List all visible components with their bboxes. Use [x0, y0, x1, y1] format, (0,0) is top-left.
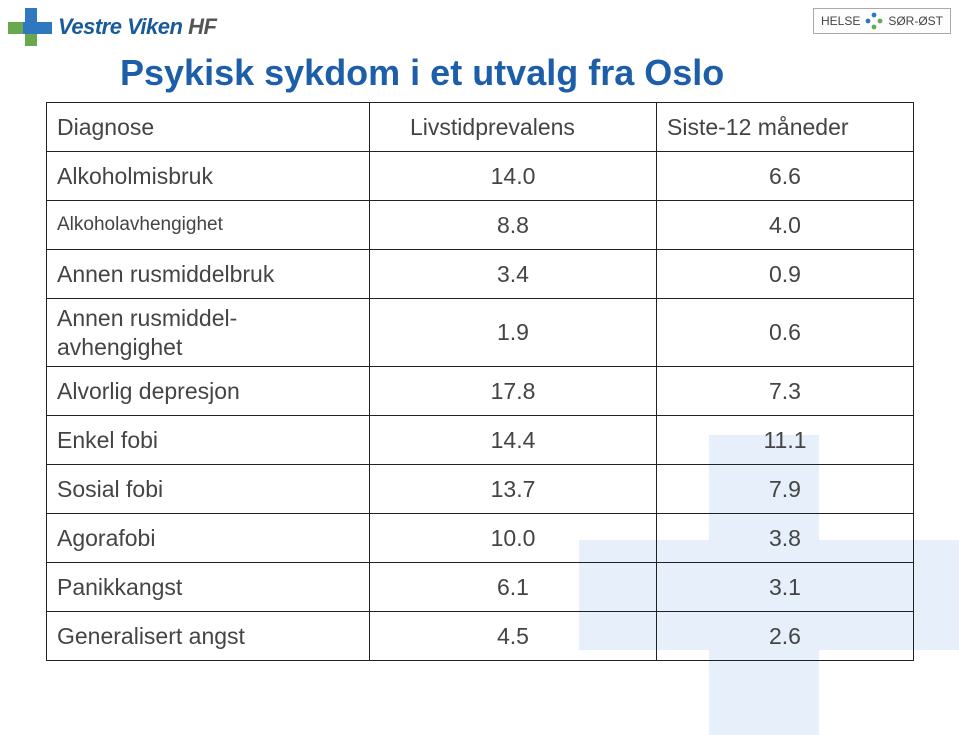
page-title: Psykisk sykdom i et utvalg fra Oslo [120, 52, 724, 94]
row-label: Enkel fobi [47, 416, 370, 465]
logo-right-left-text: HELSE [821, 14, 860, 28]
dots-icon [865, 12, 883, 30]
vestre-viken-logo: Vestre Viken HF [8, 8, 216, 46]
row-c2: 0.6 [657, 299, 914, 367]
row-label: Alkoholavhengighet [47, 201, 370, 250]
logo-mark-icon [8, 8, 52, 46]
row-c2: 0.9 [657, 250, 914, 299]
row-label: Annen rusmiddelbruk [47, 250, 370, 299]
table-body: Alkoholmisbruk 14.0 6.6 Alkoholavhengigh… [47, 152, 914, 661]
logo-text-main: Vestre Viken [58, 14, 182, 39]
table-row: Alvorlig depresjon 17.8 7.3 [47, 367, 914, 416]
row-c1: 4.5 [370, 612, 657, 661]
row-label-line2: avhengighet [57, 334, 182, 360]
row-c1: 6.1 [370, 563, 657, 612]
table-row: Panikkangst 6.1 3.1 [47, 563, 914, 612]
row-label: Annen rusmiddel- avhengighet [47, 299, 370, 367]
logo-text-suffix: HF [188, 14, 216, 39]
row-c1: 1.9 [370, 299, 657, 367]
row-label: Alvorlig depresjon [47, 367, 370, 416]
row-c2: 3.1 [657, 563, 914, 612]
row-c1: 14.0 [370, 152, 657, 201]
logo-text: Vestre Viken HF [58, 14, 216, 40]
row-c2: 4.0 [657, 201, 914, 250]
row-c2: 3.8 [657, 514, 914, 563]
row-label: Panikkangst [47, 563, 370, 612]
table-row: Generalisert angst 4.5 2.6 [47, 612, 914, 661]
row-c2: 6.6 [657, 152, 914, 201]
row-c2: 7.3 [657, 367, 914, 416]
col-header-siste12: Siste-12 måneder [657, 103, 914, 152]
table-row: Agorafobi 10.0 3.8 [47, 514, 914, 563]
row-c1: 10.0 [370, 514, 657, 563]
table-row: Enkel fobi 14.4 11.1 [47, 416, 914, 465]
row-c1: 13.7 [370, 465, 657, 514]
row-label: Agorafobi [47, 514, 370, 563]
diagnosis-table: Diagnose Livstidprevalens Siste-12 måned… [46, 102, 914, 661]
table-row: Alkoholmisbruk 14.0 6.6 [47, 152, 914, 201]
row-c2: 2.6 [657, 612, 914, 661]
table-row: Alkoholavhengighet 8.8 4.0 [47, 201, 914, 250]
table-header-row: Diagnose Livstidprevalens Siste-12 måned… [47, 103, 914, 152]
logo-right-right-text: SØR-ØST [888, 14, 943, 28]
table-row: Annen rusmiddelbruk 3.4 0.9 [47, 250, 914, 299]
table-row: Sosial fobi 13.7 7.9 [47, 465, 914, 514]
col-header-livstid: Livstidprevalens [370, 103, 657, 152]
row-label-line1: Annen rusmiddel- [57, 305, 237, 331]
row-c2: 11.1 [657, 416, 914, 465]
row-c1: 17.8 [370, 367, 657, 416]
row-c2: 7.9 [657, 465, 914, 514]
row-label: Sosial fobi [47, 465, 370, 514]
helse-sor-ost-logo: HELSE SØR-ØST [813, 8, 951, 34]
col-header-diagnose: Diagnose [47, 103, 370, 152]
row-c1: 3.4 [370, 250, 657, 299]
row-c1: 14.4 [370, 416, 657, 465]
row-c1: 8.8 [370, 201, 657, 250]
row-label: Generalisert angst [47, 612, 370, 661]
table-row: Annen rusmiddel- avhengighet 1.9 0.6 [47, 299, 914, 367]
row-label: Alkoholmisbruk [47, 152, 370, 201]
